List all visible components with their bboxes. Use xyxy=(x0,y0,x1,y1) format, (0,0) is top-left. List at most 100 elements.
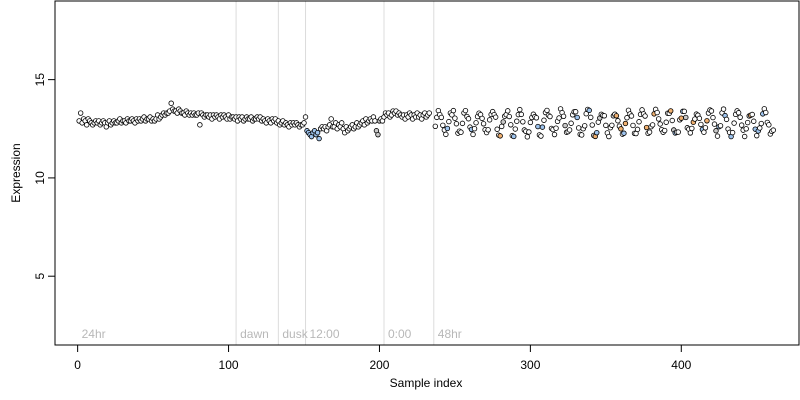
data-point xyxy=(757,125,763,131)
data-point xyxy=(575,125,582,131)
data-point xyxy=(689,125,695,132)
data-point xyxy=(302,114,309,120)
data-point xyxy=(494,126,500,132)
data-point xyxy=(701,129,707,135)
data-point xyxy=(551,131,558,138)
data-point xyxy=(314,129,321,136)
data-point xyxy=(562,122,568,129)
data-point xyxy=(642,113,648,119)
data-point xyxy=(500,119,506,125)
data-point xyxy=(601,113,608,119)
data-point xyxy=(517,106,523,113)
phase-label: 48hr xyxy=(438,327,462,341)
data-point xyxy=(535,123,541,130)
data-point xyxy=(197,122,203,128)
data-point xyxy=(440,122,446,128)
data-point xyxy=(492,114,499,120)
data-point xyxy=(505,108,511,114)
data-point xyxy=(710,114,716,121)
data-point xyxy=(618,126,624,132)
data-point xyxy=(731,120,737,126)
data-point xyxy=(749,111,755,118)
data-point xyxy=(450,107,457,114)
data-point xyxy=(675,129,681,135)
data-point xyxy=(735,110,742,116)
phase-lines xyxy=(235,1,435,345)
data-point xyxy=(533,115,540,121)
data-points xyxy=(76,100,777,142)
data-point xyxy=(499,123,505,130)
x-axis-title: Sample index xyxy=(390,376,463,390)
data-point xyxy=(83,122,90,128)
data-point xyxy=(518,111,525,118)
data-point xyxy=(479,115,485,122)
data-point xyxy=(743,126,749,132)
data-point xyxy=(586,107,592,114)
data-point xyxy=(588,114,594,121)
phase-label: dawn xyxy=(240,327,269,341)
data-point xyxy=(426,110,432,116)
data-point xyxy=(446,118,452,125)
data-point xyxy=(480,121,487,127)
data-point xyxy=(520,119,526,125)
phase-label: 0:00 xyxy=(388,327,412,341)
data-point xyxy=(649,122,656,128)
data-point xyxy=(560,113,567,119)
data-point xyxy=(668,108,674,114)
data-point xyxy=(754,132,760,139)
data-point xyxy=(544,107,550,114)
data-point xyxy=(628,113,635,119)
data-point xyxy=(375,131,381,138)
data-point xyxy=(594,129,600,136)
data-point xyxy=(704,118,710,124)
phase-labels: 24hr dawn dusk 12:00 0:00 48hr xyxy=(82,327,462,341)
data-point xyxy=(444,125,451,132)
data-point xyxy=(603,122,609,129)
data-point xyxy=(566,127,573,133)
data-point xyxy=(741,133,748,140)
x-tick-label: 100 xyxy=(219,358,239,372)
data-point xyxy=(77,110,84,116)
data-point xyxy=(432,123,438,130)
data-point xyxy=(663,119,669,125)
y-tick-label: 15 xyxy=(33,73,47,87)
data-point xyxy=(613,113,620,119)
data-point xyxy=(168,100,174,106)
data-point xyxy=(527,119,534,126)
data-point xyxy=(538,133,544,139)
data-point xyxy=(766,122,772,128)
x-tick-label: 0 xyxy=(74,358,81,372)
data-point xyxy=(547,113,553,120)
data-point xyxy=(634,126,641,133)
y-tick-label: 10 xyxy=(33,171,47,185)
data-point xyxy=(643,124,650,131)
data-point xyxy=(714,133,721,139)
data-point xyxy=(506,113,512,120)
data-point xyxy=(606,133,612,140)
data-point xyxy=(737,114,743,121)
data-point xyxy=(508,122,514,128)
data-point xyxy=(316,135,322,142)
data-point xyxy=(497,133,503,139)
data-point xyxy=(622,120,629,127)
data-point xyxy=(624,115,630,121)
data-point xyxy=(539,124,546,130)
data-point xyxy=(713,128,719,134)
data-point xyxy=(582,123,588,129)
data-point xyxy=(655,116,662,122)
x-tick-label: 200 xyxy=(369,358,389,372)
data-point xyxy=(372,118,378,124)
phase-label: dusk xyxy=(282,327,308,341)
data-point xyxy=(589,122,595,128)
data-point xyxy=(729,129,736,136)
data-point xyxy=(698,121,704,128)
phase-label: 12:00 xyxy=(310,327,340,341)
data-point xyxy=(553,125,559,131)
data-point xyxy=(681,108,688,115)
data-point xyxy=(751,118,757,124)
data-point xyxy=(578,132,585,138)
y-tick-label: 5 xyxy=(33,273,47,280)
x-axis: 0 100 200 300 400 xyxy=(74,344,692,372)
